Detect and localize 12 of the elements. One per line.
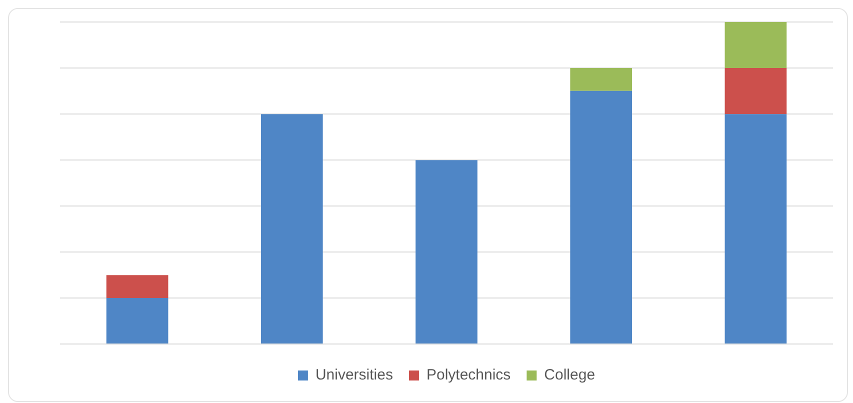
bar [724,68,787,114]
legend-label: College [544,366,596,384]
bar [724,114,787,344]
bar [106,298,168,344]
legend-label: Universities [315,366,393,384]
bar [570,90,632,344]
bar [260,114,323,344]
bar [416,160,478,344]
bar [106,275,168,298]
bar [724,22,787,68]
legend-label: Polytechnics [426,366,511,384]
bar [570,68,632,91]
